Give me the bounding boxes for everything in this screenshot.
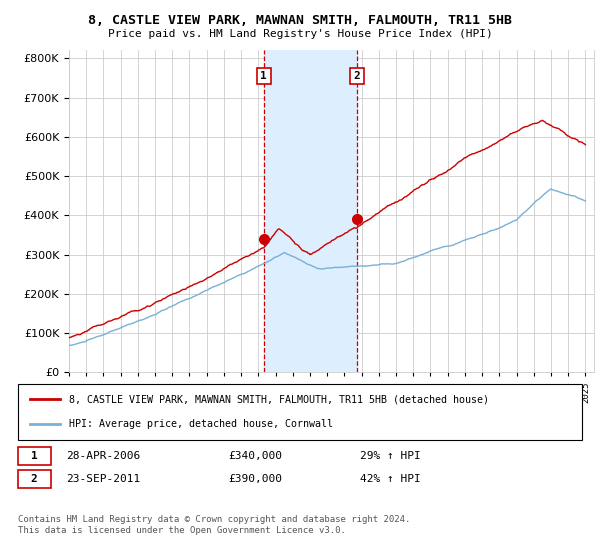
Text: Contains HM Land Registry data © Crown copyright and database right 2024.
This d: Contains HM Land Registry data © Crown c… [18,515,410,535]
Text: 28-APR-2006: 28-APR-2006 [66,451,140,461]
Text: £340,000: £340,000 [228,451,282,461]
Text: 1: 1 [260,71,267,81]
Bar [264,50,357,372]
Text: 8, CASTLE VIEW PARK, MAWNAN SMITH, FALMOUTH, TR11 5HB (detached house): 8, CASTLE VIEW PARK, MAWNAN SMITH, FALMO… [69,394,489,404]
Text: 8, CASTLE VIEW PARK, MAWNAN SMITH, FALMOUTH, TR11 5HB: 8, CASTLE VIEW PARK, MAWNAN SMITH, FALMO… [88,14,512,27]
Text: 42% ↑ HPI: 42% ↑ HPI [360,474,421,484]
Text: 29% ↑ HPI: 29% ↑ HPI [360,451,421,461]
Text: 23-SEP-2011: 23-SEP-2011 [66,474,140,484]
Text: 1: 1 [31,451,38,461]
Text: 2: 2 [353,71,360,81]
Text: Price paid vs. HM Land Registry's House Price Index (HPI): Price paid vs. HM Land Registry's House … [107,29,493,39]
Text: HPI: Average price, detached house, Cornwall: HPI: Average price, detached house, Corn… [69,419,333,429]
Text: 2: 2 [31,474,38,484]
Text: £390,000: £390,000 [228,474,282,484]
